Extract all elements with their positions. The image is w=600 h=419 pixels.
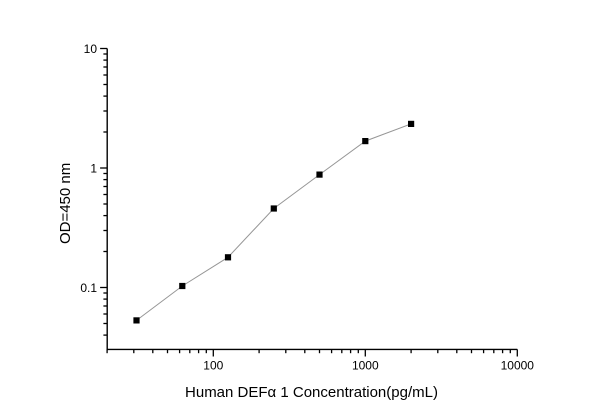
svg-text:10000: 10000: [501, 359, 535, 373]
svg-text:0.1: 0.1: [80, 281, 97, 295]
svg-text:1000: 1000: [352, 359, 379, 373]
svg-text:Human DEFα 1 Concentration(pg/: Human DEFα 1 Concentration(pg/mL): [185, 384, 438, 401]
svg-text:100: 100: [203, 359, 223, 373]
svg-text:1: 1: [90, 161, 97, 175]
svg-text:OD=450 nm: OD=450 nm: [57, 163, 74, 244]
svg-text:10: 10: [84, 42, 98, 56]
